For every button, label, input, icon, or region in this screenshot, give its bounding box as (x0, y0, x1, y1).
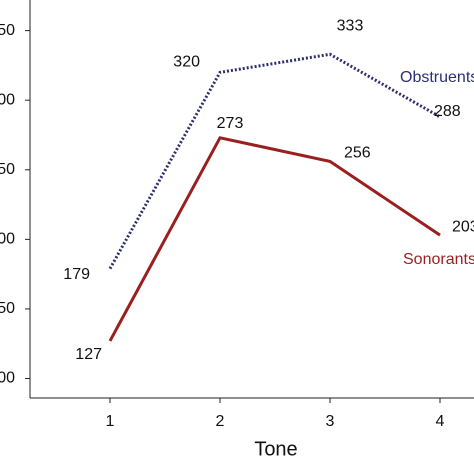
y-tick-label: 150 (0, 300, 15, 317)
y-tick-label: 250 (0, 161, 15, 178)
data-label: 288 (434, 103, 461, 120)
series-name: Sonorants (403, 251, 474, 268)
data-label: 203 (452, 218, 474, 235)
data-label: 273 (217, 115, 244, 132)
data-label: 256 (344, 145, 371, 162)
x-tick-label: 3 (326, 413, 335, 430)
data-label: 179 (63, 266, 90, 283)
x-tick-label: 4 (436, 413, 445, 430)
series-line (108, 52, 441, 270)
x-axis-title: Tone (254, 438, 297, 460)
y-tick-label: 300 (0, 91, 15, 108)
data-label: 127 (75, 346, 102, 363)
y-tick-label: 350 (0, 22, 15, 39)
series-line (108, 136, 441, 342)
series-name: Obstruents (400, 69, 474, 86)
data-label: 320 (173, 54, 200, 71)
x-tick-label: 2 (216, 413, 225, 430)
y-tick-label: 200 (0, 231, 15, 248)
x-tick-label: 1 (106, 413, 115, 430)
data-label: 333 (337, 17, 364, 34)
y-tick-label: 100 (0, 370, 15, 387)
